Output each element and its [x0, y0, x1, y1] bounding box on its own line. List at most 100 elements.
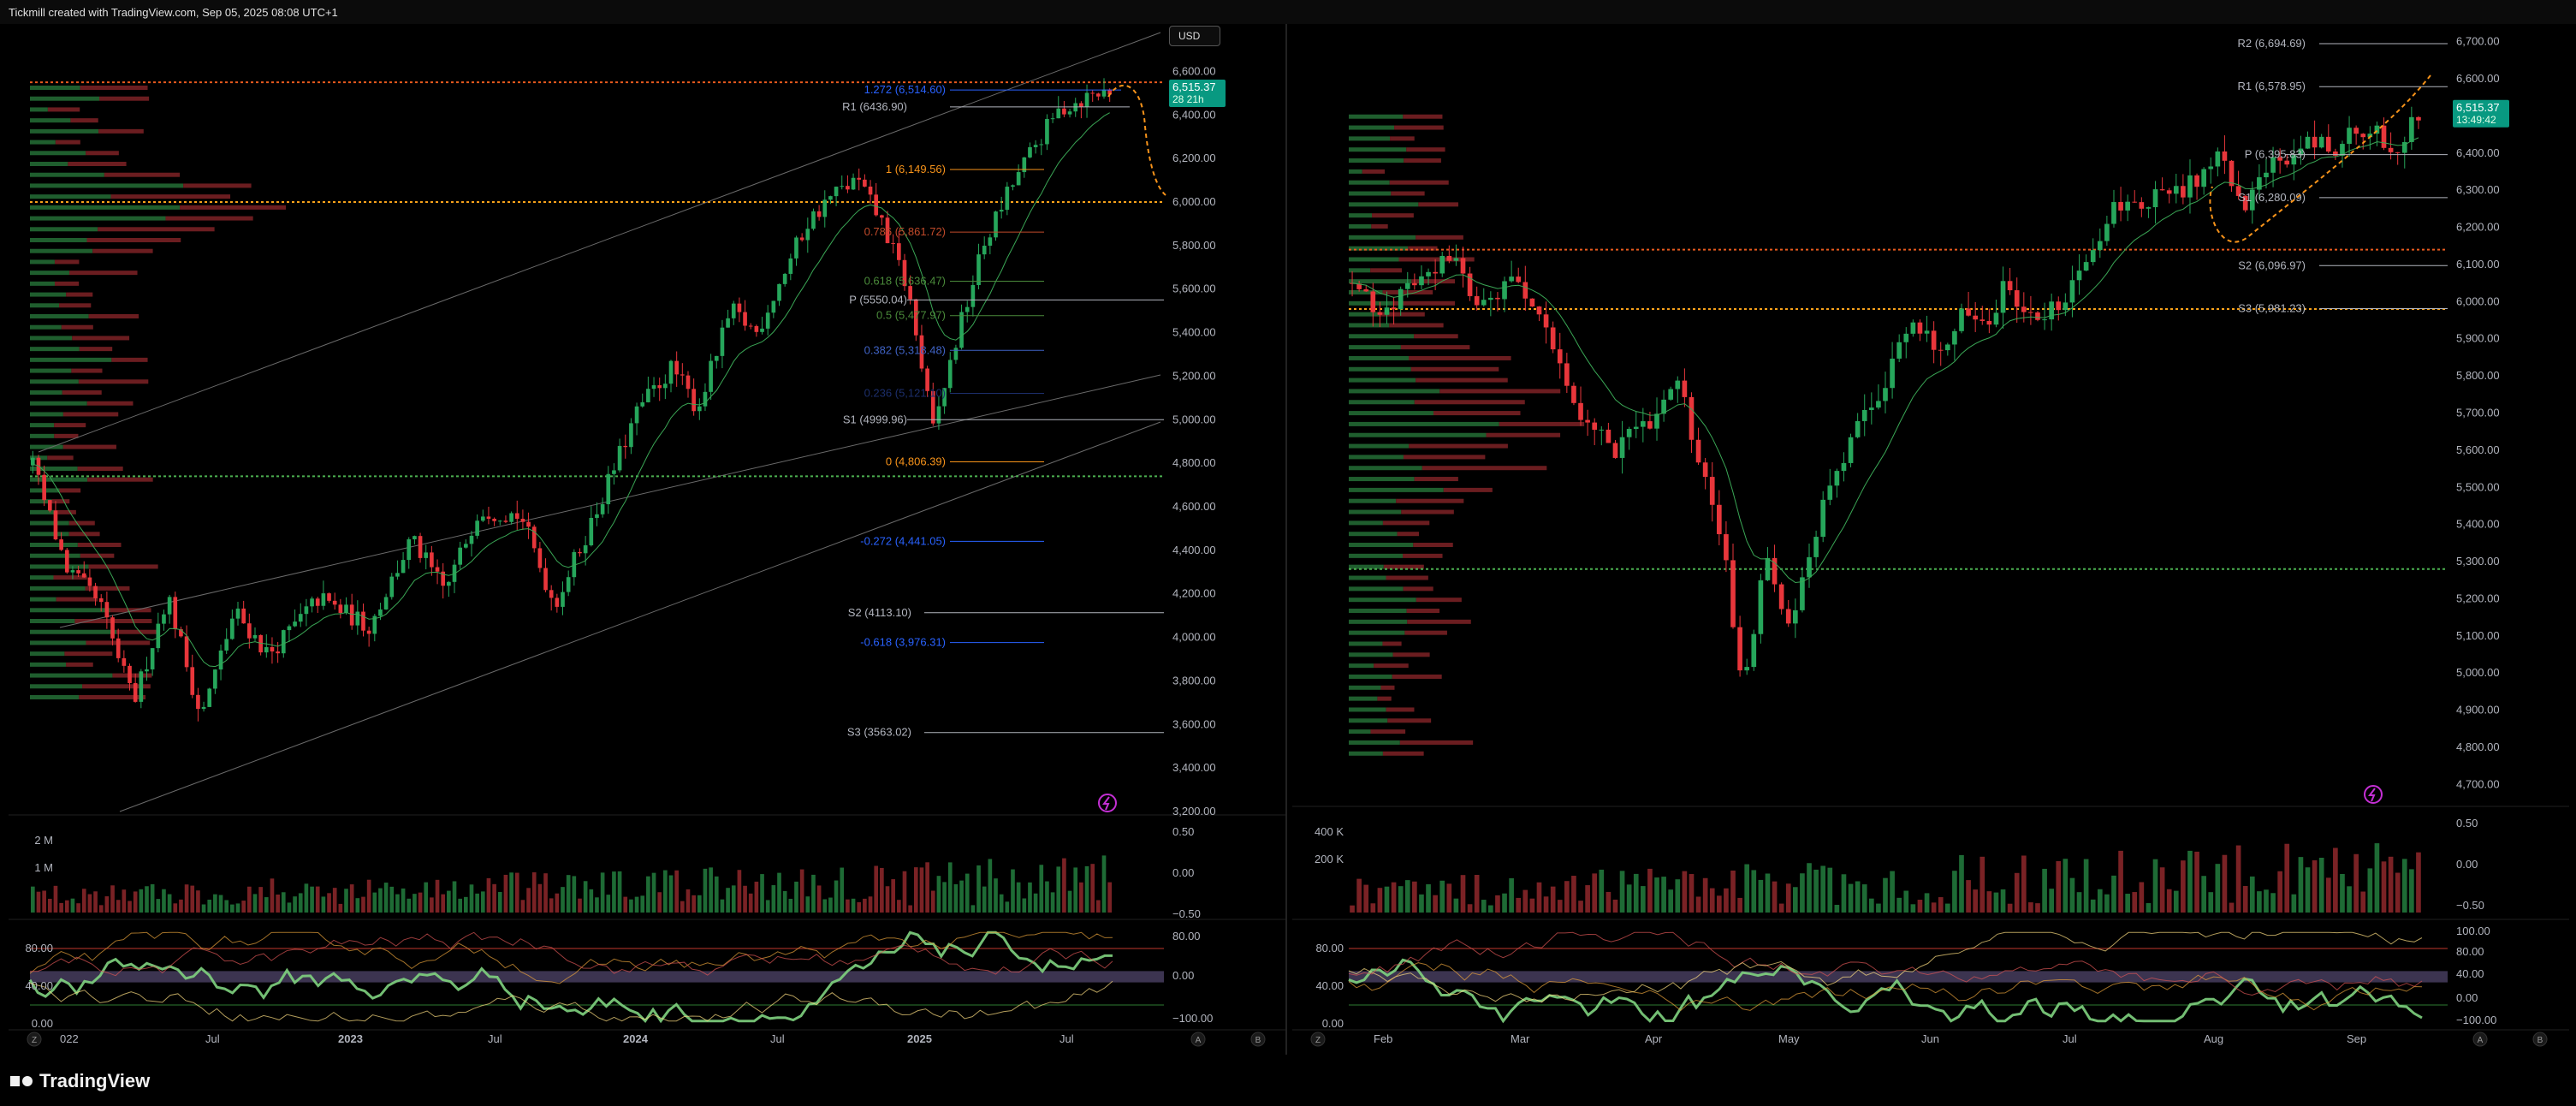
volume-bar — [953, 883, 959, 913]
volume-bar — [1682, 871, 1688, 913]
price-badge — [2453, 99, 2509, 128]
candle-body — [281, 630, 286, 654]
candle-body — [1592, 422, 1598, 431]
volume-bar — [811, 874, 816, 913]
candle-body — [349, 604, 354, 626]
volume-bar — [1647, 868, 1653, 913]
time-axis-label: Aug — [2204, 1032, 2223, 1045]
volume-bar — [1717, 895, 1722, 913]
axis-footer-button-label: B — [2537, 1036, 2543, 1045]
volume-profile-bar — [1349, 268, 1371, 273]
candle-body — [970, 285, 976, 307]
volume-profile-bar — [1409, 355, 1511, 360]
volume-profile-bar — [30, 259, 55, 265]
candle-body — [1647, 421, 1653, 429]
tradingview-logo[interactable]: TradingView — [10, 1070, 150, 1092]
candle-body — [1868, 407, 1874, 410]
volume-bar — [1654, 877, 1659, 913]
volume-bar — [2381, 861, 2387, 913]
volume-bar — [184, 884, 189, 913]
volume-bar — [936, 876, 941, 913]
volume-profile-bar — [1349, 487, 1444, 492]
axis-footer-button — [1190, 1032, 1206, 1047]
volume-profile-bar — [1398, 257, 1475, 262]
volume-bar — [663, 870, 668, 913]
moving-average-line — [33, 112, 1110, 668]
volume-bar — [1495, 895, 1500, 913]
volume-profile-bar — [1349, 630, 1405, 635]
candle-body — [1910, 322, 1916, 334]
axis-footer-button-label: Z — [32, 1036, 37, 1045]
candle-body — [156, 623, 161, 649]
volume-profile-bar — [116, 629, 157, 634]
volume-bar — [2325, 877, 2331, 913]
candle-body — [913, 299, 918, 336]
candle-body — [2063, 302, 2069, 311]
volume-bar — [458, 898, 463, 913]
tradingview-logo-icon — [10, 1074, 33, 1088]
volume-bar — [2229, 902, 2235, 913]
volume-profile-bar — [1383, 564, 1424, 569]
volume-profile-bar — [1349, 257, 1399, 262]
candle-body — [1460, 258, 1466, 274]
volume-profile-bar — [1349, 751, 1383, 756]
volume-bar — [1096, 900, 1101, 913]
right-chart-canvas[interactable]: R2 (6,694.69) R1 (6,578.95) P (6,395.83) S1… — [1292, 24, 2569, 1055]
candle-body — [1481, 300, 1487, 306]
candle-body — [424, 552, 429, 558]
candle-body — [235, 608, 240, 619]
candle-body — [133, 682, 138, 702]
volume-bar — [338, 903, 343, 913]
candle-body — [59, 539, 63, 550]
volume-profile-bar — [64, 651, 113, 657]
candle-body — [1536, 306, 1542, 315]
volume-bar — [1993, 892, 1999, 913]
volume-profile-bar — [1374, 663, 1409, 669]
volume-profile-bar — [1349, 421, 1499, 426]
candle-body — [1564, 363, 1570, 386]
candle-body — [959, 312, 964, 348]
candle-body — [2056, 301, 2062, 311]
volume-profile-bar — [1349, 598, 1416, 603]
left-chart-pane[interactable]: R1 (6436.90) 1.272 (6,514.60) 1 (6,149.56)… — [9, 24, 1287, 1055]
volume-bar — [1426, 883, 1431, 913]
lightning-icon-bolt — [2368, 788, 2376, 802]
volume-bar — [1702, 877, 1708, 913]
oscillator-axis-label: 40.00 — [1315, 979, 1344, 992]
volume-bar — [1938, 897, 1944, 913]
volume-profile-bar — [30, 96, 100, 101]
volume-bar — [2056, 860, 2062, 913]
candle-body — [782, 273, 787, 284]
candle-body — [936, 406, 941, 424]
right-chart-pane[interactable]: R2 (6,694.69) R1 (6,578.95) P (6,395.83) S1… — [1292, 24, 2569, 1055]
volume-bar — [2298, 857, 2304, 913]
volume-bar — [162, 889, 166, 913]
lightning-icon — [2364, 785, 2383, 804]
volume-bar — [674, 870, 680, 913]
candle-body — [1016, 172, 1021, 186]
candle-body — [1848, 437, 1854, 463]
currency-button[interactable]: USD — [1169, 26, 1220, 46]
volume-profile-bar — [1422, 466, 1547, 471]
price-axis-label: 5,900.00 — [2456, 332, 2500, 345]
volume-bar — [1550, 886, 1556, 913]
volume-bar — [777, 872, 781, 913]
volume-bar — [612, 871, 616, 913]
volume-bar — [2277, 871, 2282, 913]
volume-profile-bar — [1396, 498, 1464, 503]
candle-body — [896, 243, 901, 260]
volume-bar — [1924, 893, 1930, 913]
candle-body — [2208, 166, 2214, 169]
candle-body — [2257, 177, 2262, 190]
candle-body — [816, 211, 822, 217]
volume-bar — [201, 904, 206, 913]
candle-body — [2146, 207, 2152, 209]
volume-profile-bar — [1370, 729, 1406, 734]
volume-bar — [1986, 891, 1992, 913]
volume-bar — [1626, 884, 1632, 913]
volume-bar — [492, 883, 496, 913]
left-chart-canvas[interactable]: R1 (6436.90) 1.272 (6,514.60) 1 (6,149.56)… — [9, 24, 1285, 1055]
volume-profile-bar — [1392, 652, 1430, 657]
candle-body — [1502, 281, 1507, 300]
volume-bar — [349, 884, 354, 913]
